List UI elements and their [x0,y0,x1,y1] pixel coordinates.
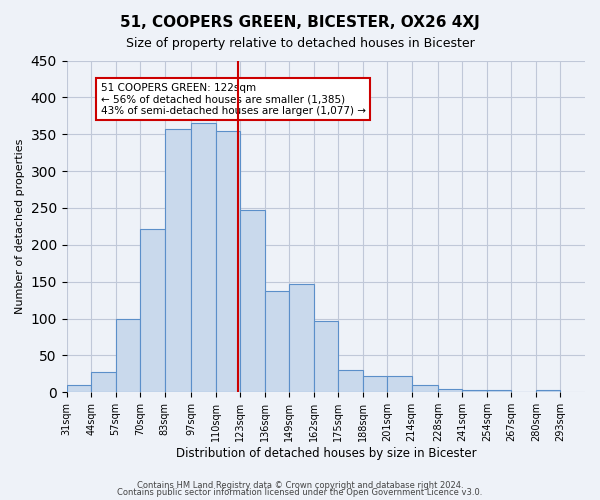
Bar [314,321,338,392]
Text: 51 COOPERS GREEN: 122sqm
← 56% of detached houses are smaller (1,385)
43% of sem: 51 COOPERS GREEN: 122sqm ← 56% of detach… [101,82,365,116]
Bar [265,290,289,392]
Bar [362,376,387,392]
Bar [412,385,438,392]
Bar [116,318,140,392]
Bar [91,372,116,392]
Text: Contains HM Land Registry data © Crown copyright and database right 2024.: Contains HM Land Registry data © Crown c… [137,480,463,490]
Bar [463,390,487,392]
Bar [536,390,560,392]
X-axis label: Distribution of detached houses by size in Bicester: Distribution of detached houses by size … [176,447,476,460]
Bar [487,390,511,392]
Bar [191,123,215,392]
Bar [387,376,412,392]
Bar [164,129,191,392]
Bar [438,388,463,392]
Text: Contains public sector information licensed under the Open Government Licence v3: Contains public sector information licen… [118,488,482,497]
Bar [67,385,91,392]
Y-axis label: Number of detached properties: Number of detached properties [15,138,25,314]
Text: Size of property relative to detached houses in Bicester: Size of property relative to detached ho… [125,38,475,51]
Bar [215,130,240,392]
Bar [338,370,362,392]
Bar [240,210,265,392]
Bar [289,284,314,393]
Text: 51, COOPERS GREEN, BICESTER, OX26 4XJ: 51, COOPERS GREEN, BICESTER, OX26 4XJ [120,15,480,30]
Bar [140,228,164,392]
